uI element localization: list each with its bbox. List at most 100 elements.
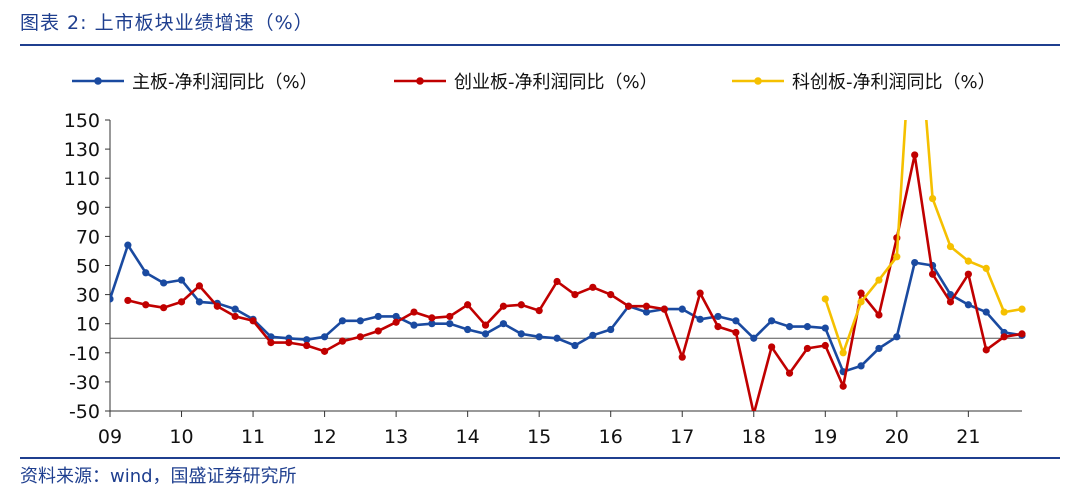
data-point-series-1 xyxy=(517,301,525,309)
data-point-series-1 xyxy=(660,305,668,313)
data-point-series-1 xyxy=(678,353,686,361)
data-point-series-1 xyxy=(642,302,651,310)
data-point-series-0 xyxy=(481,330,490,338)
x-tick-label: 15 xyxy=(527,426,551,448)
y-tick-label: 130 xyxy=(64,139,100,161)
data-point-series-0 xyxy=(589,331,597,339)
data-point-series-1 xyxy=(821,341,829,350)
x-tick-label: 14 xyxy=(456,426,480,448)
data-point-series-0 xyxy=(464,325,472,334)
y-tick-label: -30 xyxy=(69,372,100,394)
data-point-series-1 xyxy=(839,382,847,390)
data-point-series-0 xyxy=(982,308,990,316)
data-point-series-1 xyxy=(875,311,883,319)
data-point-series-1 xyxy=(714,323,722,331)
data-point-series-1 xyxy=(213,302,221,310)
data-point-series-1 xyxy=(1000,333,1008,341)
data-point-series-0 xyxy=(535,333,543,341)
data-point-series-0 xyxy=(750,334,758,342)
data-point-series-1 xyxy=(964,270,972,278)
data-point-series-1 xyxy=(428,314,436,322)
data-point-series-0 xyxy=(160,279,168,287)
data-point-series-1 xyxy=(571,291,579,299)
data-point-series-1 xyxy=(499,302,508,310)
data-point-series-0 xyxy=(110,295,114,303)
footer-rule xyxy=(20,457,1060,459)
data-point-series-0 xyxy=(177,276,186,284)
data-point-series-2 xyxy=(821,295,829,303)
x-tick-label: 10 xyxy=(169,426,193,448)
legend-swatch-marker xyxy=(94,77,102,85)
x-tick-label: 21 xyxy=(956,426,980,448)
data-point-series-0 xyxy=(142,269,150,277)
y-tick-label: 30 xyxy=(76,285,100,307)
data-point-series-1 xyxy=(356,333,364,341)
data-point-series-0 xyxy=(303,336,311,344)
data-point-series-0 xyxy=(320,333,329,341)
figure-title: 图表 2: 上市板块业绩增速（%） xyxy=(20,12,314,34)
data-point-series-0 xyxy=(714,312,722,321)
data-point-series-0 xyxy=(374,312,382,321)
data-point-series-0 xyxy=(231,305,239,313)
data-point-series-0 xyxy=(893,333,901,341)
x-tick-label: 19 xyxy=(813,426,837,448)
plot-area xyxy=(110,120,1026,411)
data-point-series-1 xyxy=(928,270,937,278)
data-point-series-1 xyxy=(160,304,168,312)
data-point-series-2 xyxy=(1018,305,1026,313)
data-point-series-2 xyxy=(964,257,972,265)
data-point-series-1 xyxy=(696,289,704,297)
x-tick-label: 18 xyxy=(742,426,766,448)
x-tick-label: 11 xyxy=(241,426,265,448)
data-point-series-0 xyxy=(124,241,132,249)
data-point-series-0 xyxy=(732,317,740,325)
data-point-series-1 xyxy=(231,312,239,321)
data-point-series-1 xyxy=(732,328,740,337)
legend-swatch-marker xyxy=(416,77,424,85)
data-point-series-1 xyxy=(553,277,561,286)
data-point-series-2 xyxy=(857,298,865,306)
data-point-series-1 xyxy=(374,327,382,335)
data-point-series-0 xyxy=(768,317,776,325)
data-point-series-0 xyxy=(678,305,686,313)
data-point-series-0 xyxy=(821,324,829,332)
data-point-series-1 xyxy=(535,307,543,315)
legend-label: 科创板-净利润同比（%） xyxy=(792,72,996,93)
data-point-series-2 xyxy=(928,194,937,203)
data-point-series-0 xyxy=(446,320,454,328)
series-line-0 xyxy=(110,243,1023,374)
x-tick-label: 13 xyxy=(384,426,408,448)
data-point-series-1 xyxy=(410,308,418,316)
data-point-series-1 xyxy=(751,410,756,411)
data-point-series-0 xyxy=(642,308,651,316)
series-line-2 xyxy=(824,120,1023,355)
data-point-series-1 xyxy=(464,301,472,309)
data-point-series-0 xyxy=(428,320,436,328)
data-point-series-1 xyxy=(446,312,454,321)
data-point-series-1 xyxy=(982,346,990,354)
data-point-series-1 xyxy=(303,341,311,350)
data-point-series-1 xyxy=(267,339,275,347)
data-point-series-1 xyxy=(142,301,150,309)
legend-label: 主板-净利润同比（%） xyxy=(132,72,318,93)
data-point-series-1 xyxy=(857,289,865,297)
data-point-series-1 xyxy=(124,296,132,305)
data-point-series-1 xyxy=(589,283,597,291)
data-point-series-1 xyxy=(249,317,257,325)
source-note: 资料来源：wind，国盛证券研究所 xyxy=(20,466,297,487)
x-tick-label: 16 xyxy=(599,426,623,448)
data-point-series-0 xyxy=(195,298,204,306)
data-point-series-1 xyxy=(320,347,329,355)
data-point-series-1 xyxy=(285,339,293,347)
y-tick-label: -10 xyxy=(69,343,100,365)
data-point-series-0 xyxy=(696,315,704,323)
data-point-series-1 xyxy=(624,302,633,310)
data-point-series-1 xyxy=(803,344,812,353)
data-point-series-0 xyxy=(911,258,919,267)
data-point-series-0 xyxy=(607,325,615,334)
x-tick-label: 17 xyxy=(670,426,694,448)
legend-swatch-marker xyxy=(754,77,762,85)
y-tick-label: -50 xyxy=(69,401,100,423)
data-point-series-1 xyxy=(607,291,615,299)
